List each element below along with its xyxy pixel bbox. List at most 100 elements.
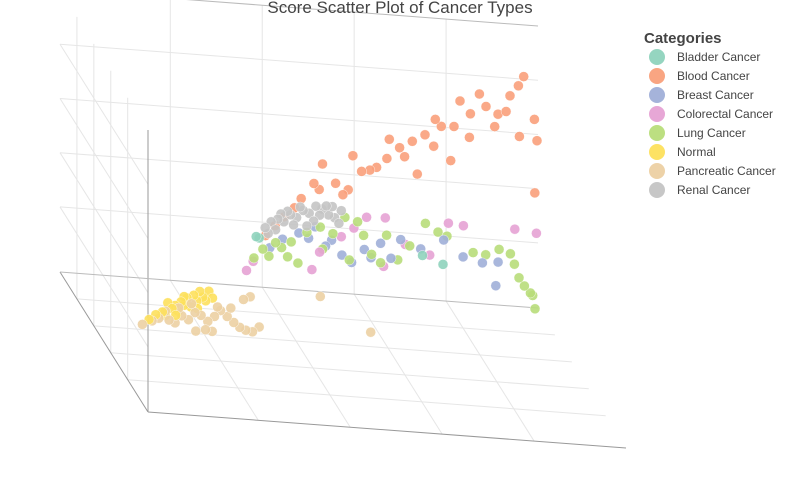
data-point[interactable] [344,254,355,266]
legend-item[interactable]: Lung Cancer [649,125,746,141]
data-point[interactable] [356,166,367,177]
data-point[interactable] [295,201,306,213]
data-point[interactable] [358,230,369,241]
data-point[interactable] [336,249,348,261]
data-point[interactable] [531,135,543,146]
data-point[interactable] [361,212,372,223]
data-point[interactable] [529,303,541,314]
legend-item[interactable]: Breast Cancer [649,87,754,103]
data-point[interactable] [430,114,441,125]
data-point[interactable] [394,142,405,153]
data-point[interactable] [477,257,488,269]
legend-item[interactable]: Colorectal Cancer [649,106,773,122]
data-point[interactable] [330,178,341,189]
data-point[interactable] [282,251,293,262]
data-point[interactable] [310,200,322,212]
data-point[interactable] [200,324,211,335]
data-point[interactable] [443,217,454,229]
data-point[interactable] [489,121,500,132]
data-point[interactable] [437,259,449,270]
data-point[interactable] [480,101,492,112]
data-point[interactable] [457,251,469,263]
data-point[interactable] [509,259,520,270]
data-point[interactable] [251,231,262,242]
data-point[interactable] [315,291,326,302]
data-point[interactable] [381,229,392,241]
data-point[interactable] [493,244,505,255]
data-point[interactable] [228,317,240,328]
data-point[interactable] [513,272,525,283]
data-point[interactable] [448,121,460,132]
data-point[interactable] [333,218,345,229]
data-point[interactable] [337,189,349,200]
data-point[interactable] [359,244,370,255]
data-point[interactable] [419,129,431,141]
data-point[interactable] [500,106,512,117]
data-point[interactable] [189,307,201,318]
data-point[interactable] [321,200,332,212]
data-point[interactable] [514,131,525,142]
data-point[interactable] [186,298,197,309]
data-point[interactable] [464,132,475,143]
data-point[interactable] [529,114,540,125]
data-point[interactable] [407,136,418,147]
data-point[interactable] [347,150,359,161]
data-point[interactable] [509,223,520,235]
data-point[interactable] [270,237,281,248]
data-point[interactable] [519,280,530,292]
data-point[interactable] [395,234,406,245]
data-point[interactable] [504,90,516,102]
data-point[interactable] [314,246,325,258]
legend-item[interactable]: Pancreatic Cancer [649,163,776,179]
data-point[interactable] [420,218,431,229]
data-point[interactable] [399,151,410,162]
data-point[interactable] [417,250,428,261]
data-point[interactable] [381,153,393,164]
data-point[interactable] [458,220,469,231]
data-point[interactable] [513,80,524,92]
data-point[interactable] [404,240,415,252]
data-point[interactable] [529,187,540,199]
data-point[interactable] [306,264,318,275]
data-point[interactable] [286,236,297,248]
data-point[interactable] [137,319,148,330]
data-point[interactable] [525,287,536,299]
data-point[interactable] [412,168,423,180]
data-point[interactable] [225,302,237,314]
data-point[interactable] [263,251,275,262]
data-point[interactable] [445,155,456,166]
data-point[interactable] [241,265,252,276]
data-point[interactable] [238,294,249,305]
data-point[interactable] [366,249,377,260]
data-point[interactable] [505,248,516,260]
data-point[interactable] [163,314,175,326]
data-point[interactable] [260,222,271,233]
legend-item[interactable]: Renal Cancer [649,182,750,198]
data-point[interactable] [190,325,202,337]
data-point[interactable] [531,228,542,239]
data-point[interactable] [490,280,501,291]
data-point[interactable] [308,178,320,189]
data-point[interactable] [327,228,339,239]
data-point[interactable] [288,219,299,231]
data-point[interactable] [365,327,376,338]
data-point[interactable] [292,257,304,269]
legend-item[interactable]: Blood Cancer [649,68,750,84]
data-point[interactable] [436,121,447,132]
data-point[interactable] [384,134,395,145]
data-point[interactable] [317,158,328,170]
legend-item[interactable]: Normal [649,144,716,160]
data-point[interactable] [315,221,326,233]
data-point[interactable] [492,256,504,268]
data-point[interactable] [454,95,466,107]
data-point[interactable] [518,71,529,82]
data-point[interactable] [467,247,479,258]
data-point[interactable] [352,216,363,228]
data-point[interactable] [257,243,269,255]
data-point[interactable] [438,234,449,246]
data-point[interactable] [432,226,444,238]
data-point[interactable] [474,88,485,100]
data-point[interactable] [375,257,386,268]
data-point[interactable] [375,238,386,249]
data-point[interactable] [385,253,397,264]
